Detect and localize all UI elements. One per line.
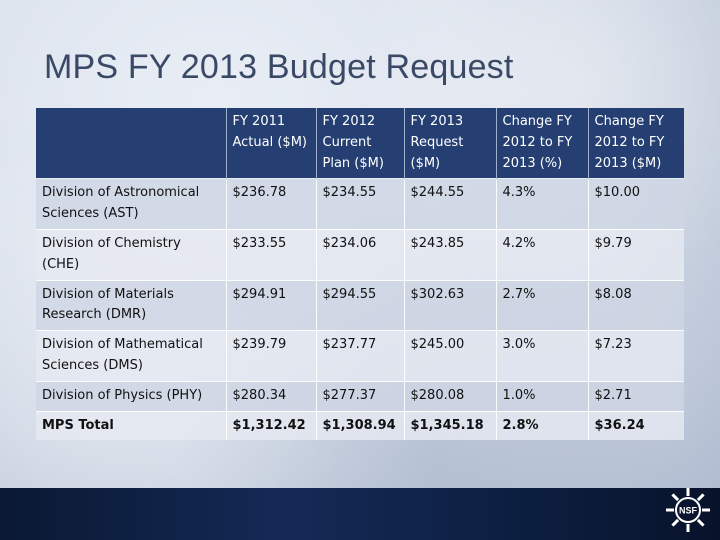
table-cell: $234.06 <box>315 228 404 281</box>
nsf-logo-text: NSF <box>679 506 698 516</box>
table-cell: $234.55 <box>315 178 404 230</box>
footer-band <box>0 488 720 540</box>
table-cell: Division of Physics (PHY) <box>36 380 226 412</box>
table-cell: Division of Chemistry (CHE) <box>36 228 226 281</box>
table-row: Division of Physics (PHY) $280.34 $277.3… <box>36 380 684 412</box>
column-header <box>36 108 226 179</box>
table-cell: Division of Mathematical Sciences (DMS) <box>36 330 226 382</box>
table-cell: $244.55 <box>403 178 496 230</box>
table-cell: $2.71 <box>587 380 684 412</box>
table-row: Division of Astronomical Sciences (AST) … <box>36 178 684 230</box>
table-cell: $243.85 <box>403 228 496 281</box>
table-cell: $239.79 <box>225 330 316 382</box>
nsf-logo-icon: NSF <box>666 488 710 532</box>
column-header: FY 2012 Current Plan ($M) <box>315 108 404 179</box>
table-cell: $277.37 <box>315 380 404 412</box>
table-cell: Division of Materials Research (DMR) <box>36 279 226 331</box>
table-cell: $1,312.42 <box>225 410 316 441</box>
table-cell: Division of Astronomical Sciences (AST) <box>36 178 226 230</box>
table-cell: $1,345.18 <box>403 410 496 441</box>
column-header: FY 2013 Request ($M) <box>403 108 496 179</box>
table-cell: $280.34 <box>225 380 316 412</box>
table-cell: 2.8% <box>495 410 588 441</box>
table-cell: $237.77 <box>315 330 404 382</box>
table-cell: $9.79 <box>587 228 684 281</box>
table-header-row: FY 2011 Actual ($M) FY 2012 Current Plan… <box>36 108 684 179</box>
table-cell: $7.23 <box>587 330 684 382</box>
table-row: Division of Chemistry (CHE) $233.55 $234… <box>36 228 684 281</box>
table-cell: $8.08 <box>587 279 684 331</box>
table-cell: $36.24 <box>587 410 684 441</box>
budget-table: FY 2011 Actual ($M) FY 2012 Current Plan… <box>36 108 684 441</box>
column-header: FY 2011 Actual ($M) <box>225 108 316 179</box>
table-row: Division of Materials Research (DMR) $29… <box>36 279 684 331</box>
column-header: Change FY 2012 to FY 2013 ($M) <box>587 108 684 179</box>
table-cell: $10.00 <box>587 178 684 230</box>
table-cell: $294.91 <box>225 279 316 331</box>
page-title: MPS FY 2013 Budget Request <box>44 48 514 86</box>
table-cell: $294.55 <box>315 279 404 331</box>
table-cell: $245.00 <box>403 330 496 382</box>
table-row-total: MPS Total $1,312.42 $1,308.94 $1,345.18 … <box>36 410 684 441</box>
table-cell: 4.2% <box>495 228 588 281</box>
table-cell: $280.08 <box>403 380 496 412</box>
table-cell: MPS Total <box>36 410 226 441</box>
table-row: Division of Mathematical Sciences (DMS) … <box>36 330 684 382</box>
table-cell: $233.55 <box>225 228 316 281</box>
table-cell: 1.0% <box>495 380 588 412</box>
table-cell: 3.0% <box>495 330 588 382</box>
column-header: Change FY 2012 to FY 2013 (%) <box>495 108 588 179</box>
table-cell: $302.63 <box>403 279 496 331</box>
table-cell: 2.7% <box>495 279 588 331</box>
table-cell: $1,308.94 <box>315 410 404 441</box>
table-cell: $236.78 <box>225 178 316 230</box>
table-cell: 4.3% <box>495 178 588 230</box>
